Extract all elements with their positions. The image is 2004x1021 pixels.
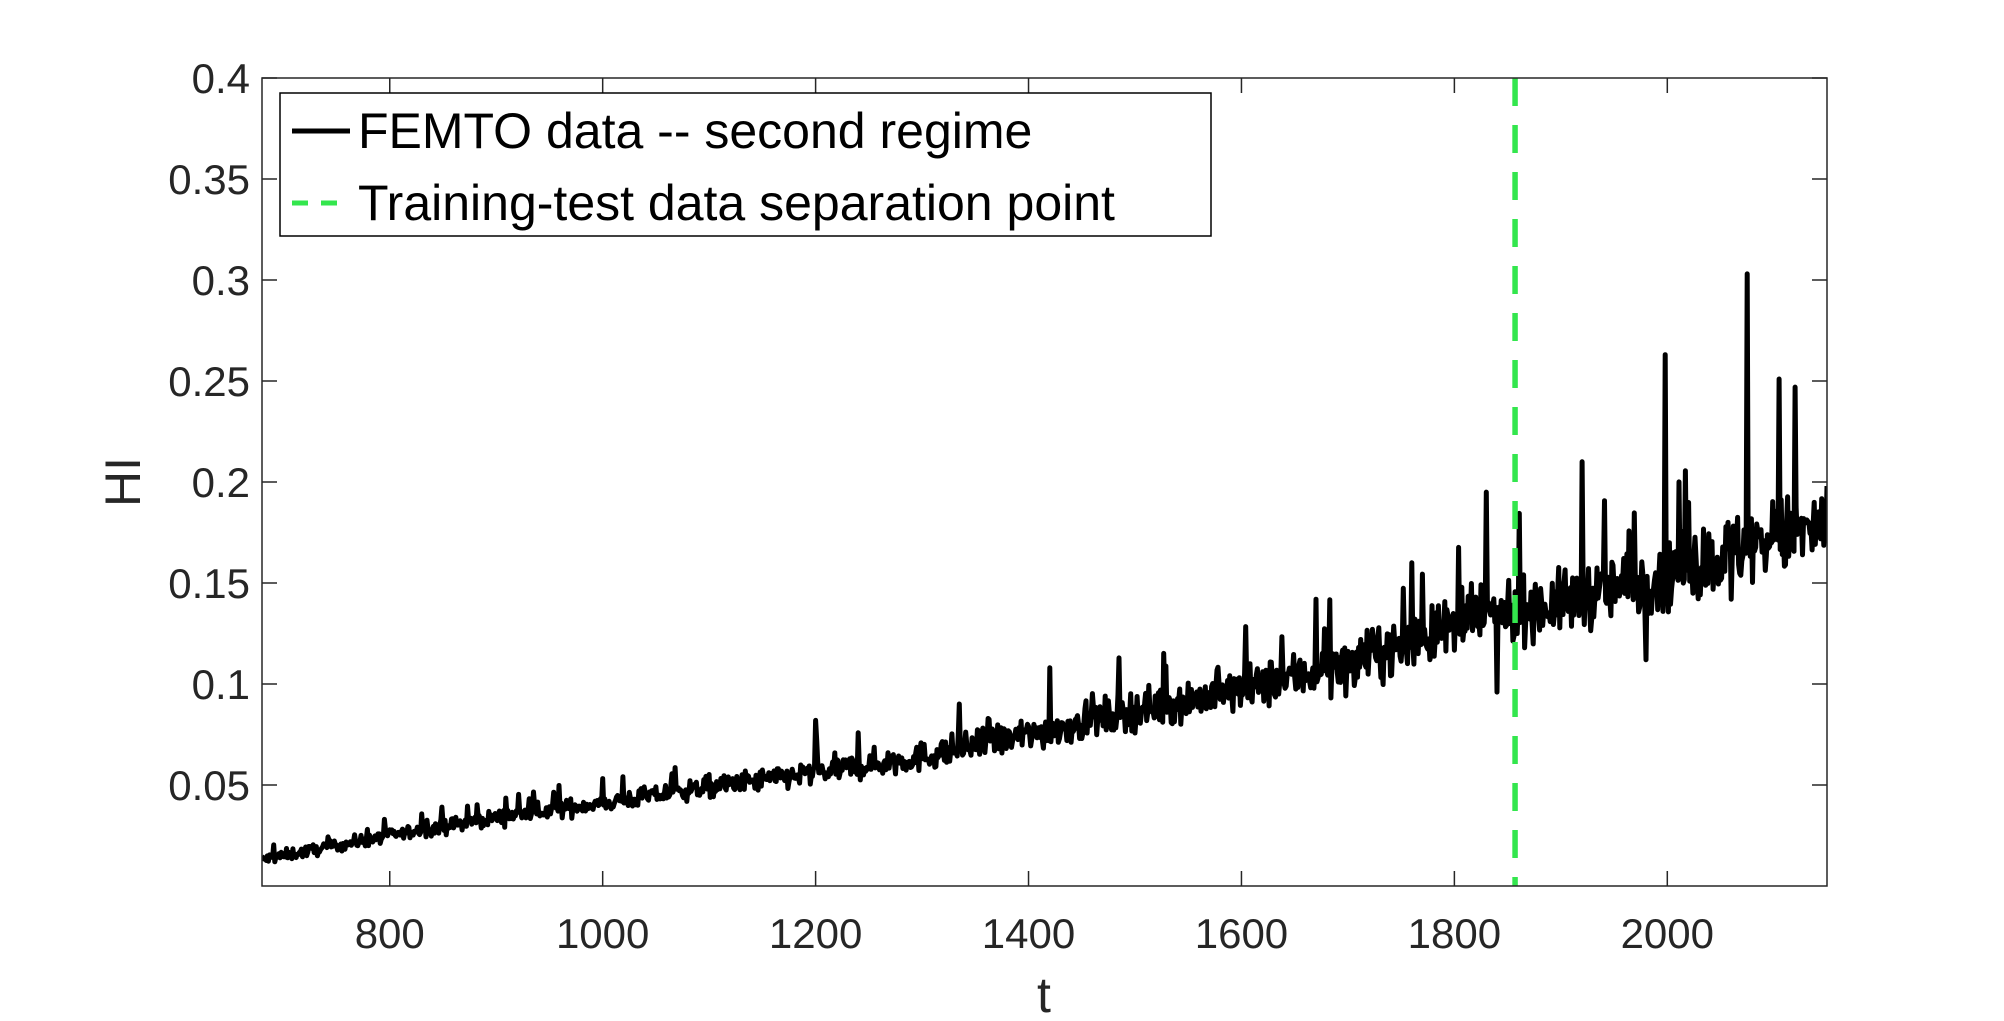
y-tick-label: 0.35 bbox=[168, 156, 250, 203]
y-tick-label: 0.1 bbox=[192, 661, 250, 708]
y-tick-label: 0.2 bbox=[192, 459, 250, 506]
x-tick-label: 2000 bbox=[1621, 910, 1714, 957]
x-axis-title: t bbox=[1037, 967, 1051, 1021]
y-tick-label: 0.25 bbox=[168, 358, 250, 405]
y-axis-title: HI bbox=[95, 457, 151, 507]
series-layer bbox=[262, 78, 1827, 886]
x-tick-label: 1600 bbox=[1195, 910, 1288, 957]
legend-box bbox=[279, 92, 1212, 237]
legend-label-femto: FEMTO data -- second regime bbox=[358, 103, 1032, 159]
x-tick-label: 1000 bbox=[556, 910, 649, 957]
y-tick-label: 0.05 bbox=[168, 762, 250, 809]
y-tick-label: 0.15 bbox=[168, 560, 250, 607]
series-femto-line bbox=[262, 271, 1827, 865]
x-tick-label: 1200 bbox=[769, 910, 862, 957]
y-tick-label: 0.3 bbox=[192, 257, 250, 304]
x-tick-label: 1800 bbox=[1408, 910, 1501, 957]
legend-label-separation: Training-test data separation point bbox=[358, 175, 1115, 231]
x-tick-label: 1400 bbox=[982, 910, 1075, 957]
x-tick-label: 800 bbox=[355, 910, 425, 957]
legend: FEMTO data -- second regime Training-tes… bbox=[279, 92, 1212, 237]
y-tick-label: 0.4 bbox=[192, 55, 250, 102]
ticks-layer: 800 1000 1200 1400 1600 1800 2000 0.05 0.1 0.15 0.… bbox=[168, 55, 1827, 957]
